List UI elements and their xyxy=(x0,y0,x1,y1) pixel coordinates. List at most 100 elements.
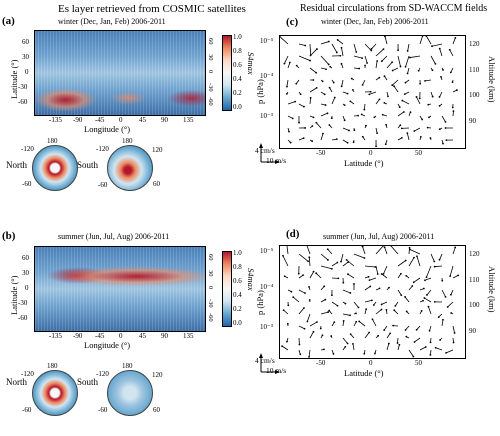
quiver-arrow xyxy=(372,319,377,327)
quiver-arrowhead xyxy=(358,67,361,70)
quiver-arrow xyxy=(279,36,289,45)
quiver-arrowhead xyxy=(372,304,375,306)
quiver-arrowhead xyxy=(445,352,447,354)
quiver-arrow xyxy=(447,301,454,308)
quiver-arrowhead xyxy=(344,302,347,305)
quiver-arrow xyxy=(320,253,329,261)
polar-tick: 180 xyxy=(122,137,133,145)
quiver-arrowhead xyxy=(326,112,329,115)
quiver-arrowhead xyxy=(440,75,442,78)
qxtick: -50 xyxy=(316,149,326,157)
quiver-arrow xyxy=(320,265,332,270)
quiver-arrowhead xyxy=(335,51,338,54)
quiver-arrow xyxy=(397,111,405,117)
quiver-arrow xyxy=(364,299,372,303)
quiver-arrowhead xyxy=(355,312,357,315)
quiver-arrowhead xyxy=(336,304,339,307)
quiver-arrow xyxy=(305,242,311,255)
quiver-arrow xyxy=(452,275,459,279)
quiver-arrow xyxy=(331,262,338,267)
quiver-arrow xyxy=(426,289,432,296)
quiver-arrow xyxy=(309,87,317,93)
quiver-arrow xyxy=(353,55,363,59)
quiver-arrow xyxy=(320,133,324,141)
quiver-arrowhead xyxy=(290,290,293,293)
cbar-b-tick: 0.6 xyxy=(233,277,242,285)
cbar-a-tick: 0.6 xyxy=(233,61,242,69)
quiver-arrowhead xyxy=(352,342,354,345)
ytick-right: 0 xyxy=(207,70,214,74)
xtick: 0 xyxy=(119,332,123,340)
quiver-arrowhead xyxy=(323,348,325,351)
quiver-arrow xyxy=(364,265,376,268)
quiver-arrowhead xyxy=(333,321,336,324)
quiver-arrowhead xyxy=(353,129,356,132)
quiver-arrowhead xyxy=(361,135,364,138)
xtick: 45 xyxy=(139,332,146,340)
quiver-arrowhead xyxy=(396,342,399,344)
quiver-arrowhead xyxy=(363,352,366,355)
quiver-arrowhead xyxy=(431,95,434,98)
quiver-arrowhead xyxy=(422,287,425,290)
quiver-arrowhead xyxy=(349,314,351,317)
quiver-arrow xyxy=(284,55,289,64)
quiver-arrowhead xyxy=(357,306,360,309)
quiver-arrowhead xyxy=(385,123,387,126)
colorbar-b xyxy=(222,251,232,327)
quiver-arrow xyxy=(375,99,380,105)
quiver-arrowhead xyxy=(353,283,355,285)
quiver-arrowhead xyxy=(404,329,407,331)
quiver-arrowhead xyxy=(381,113,384,116)
quiver-arrowhead xyxy=(351,88,354,91)
polar-tick: -60 xyxy=(98,406,108,414)
polar-tick: -60 xyxy=(22,406,32,414)
quiver-arrowhead xyxy=(346,141,349,144)
quiver-arrow xyxy=(390,244,399,255)
quiver-arrowhead xyxy=(437,316,440,318)
alttick: 110 xyxy=(469,66,480,74)
quiver-arrow xyxy=(309,48,318,57)
polar-tick: -120 xyxy=(96,145,109,153)
quiver-arrowhead xyxy=(308,356,310,358)
quiver-arrowhead xyxy=(449,275,452,277)
polar-a-north xyxy=(32,145,78,191)
quiver-arrow xyxy=(352,343,355,351)
alttick: 100 xyxy=(469,301,480,309)
quiver-arrowhead xyxy=(380,273,383,275)
ytick: -60 xyxy=(18,98,28,106)
quiver-arrowhead xyxy=(387,95,389,98)
quiver-arrowhead xyxy=(283,62,286,65)
quiver-arrowhead xyxy=(382,272,385,275)
quiver-arrow xyxy=(439,253,443,260)
quiver-arrowhead xyxy=(298,121,300,124)
quiver-arrowhead xyxy=(328,309,331,312)
quiver-arrow xyxy=(316,122,322,129)
quiver-arrowhead xyxy=(322,132,324,135)
ptick: 10⁻⁵ xyxy=(260,37,274,45)
cbar-a-tick: 0.8 xyxy=(233,47,242,55)
ytick: 30 xyxy=(22,269,29,277)
ytick: -30 xyxy=(18,83,28,91)
quiver-arrowhead xyxy=(374,352,376,355)
quiver-arrowhead xyxy=(370,47,373,50)
quiver-arrowhead xyxy=(426,126,429,129)
alttick: 110 xyxy=(469,276,480,284)
quiver-arrowhead xyxy=(377,334,380,337)
quiver-arrowhead xyxy=(309,96,312,99)
polar-tick: -120 xyxy=(21,145,34,153)
quiver-arrowhead xyxy=(373,116,376,119)
quiver-arrow xyxy=(452,247,456,255)
quiver-arrow xyxy=(445,349,454,354)
quiver-arrow xyxy=(416,256,421,267)
quiver-arrow xyxy=(449,49,454,57)
cbar-a-tick: 0.2 xyxy=(233,89,242,97)
quiver-arrow xyxy=(320,112,328,117)
quiver-arrow xyxy=(342,337,348,344)
quiver-arrowhead xyxy=(328,124,331,126)
quiver-arrowhead xyxy=(419,82,422,85)
quiver-arrowhead xyxy=(422,299,424,302)
ptick: 10⁻³ xyxy=(260,323,273,331)
quiver-arrowhead xyxy=(452,341,455,344)
polar-tick: 180 xyxy=(47,362,58,370)
quiver-arrowhead xyxy=(343,104,346,107)
